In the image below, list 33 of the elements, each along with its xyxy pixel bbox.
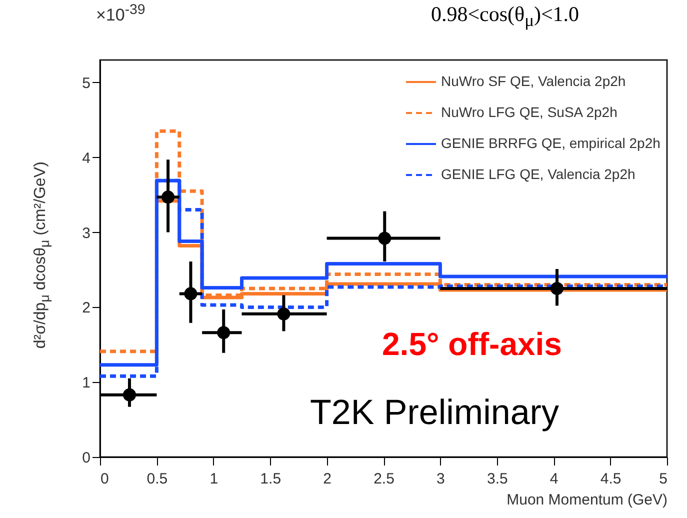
y-tick-label: 5: [82, 74, 90, 92]
legend-label: GENIE BRRFG QE, empirical 2p2h: [441, 135, 660, 151]
x-tick-label: 0.5: [146, 470, 168, 488]
annotation: 2.5° off-axis: [382, 326, 562, 363]
x-tick-label: 3: [436, 470, 445, 488]
point: [122, 388, 136, 402]
chart-title: 0.98<cos(θ$_{μ}$)<1.0: [430, 2, 580, 32]
x-tick-label: 1.5: [260, 470, 282, 488]
x-axis-title: Muon Momentum (GeV): [506, 492, 668, 508]
legend-label: GENIE LFG QE, Valencia 2p2h: [441, 166, 636, 182]
x-tick-label: 5: [659, 470, 668, 488]
legend-label: NuWro LFG QE, SuSA 2p2h: [441, 104, 618, 120]
x-tick-label: 2.5: [374, 470, 394, 488]
point: [277, 307, 290, 320]
annotation: T2K Preliminary: [310, 393, 559, 433]
y-tick-label: 3: [82, 224, 90, 242]
y-tick-label: 0: [82, 450, 90, 466]
point: [162, 190, 175, 204]
x-tick-label: 4.5: [600, 470, 622, 488]
y-tick-label: 2: [82, 300, 90, 317]
legend-label: NuWro SF QE, Valencia 2p2h: [441, 73, 626, 89]
point: [378, 232, 392, 245]
text: ×10$^{-39}$: [96, 2, 146, 26]
x-tick-label: 4: [550, 470, 558, 488]
point: [184, 287, 198, 300]
x-tick-label: 0: [100, 470, 109, 488]
x-tick-label: 1: [210, 470, 218, 488]
x-tick-label: 2: [323, 470, 332, 488]
y-tick-label: 4: [82, 150, 90, 167]
x-tick-label: 3.5: [486, 470, 508, 488]
point: [217, 326, 230, 340]
point: [550, 282, 564, 295]
y-tick-label: 1: [82, 374, 90, 392]
